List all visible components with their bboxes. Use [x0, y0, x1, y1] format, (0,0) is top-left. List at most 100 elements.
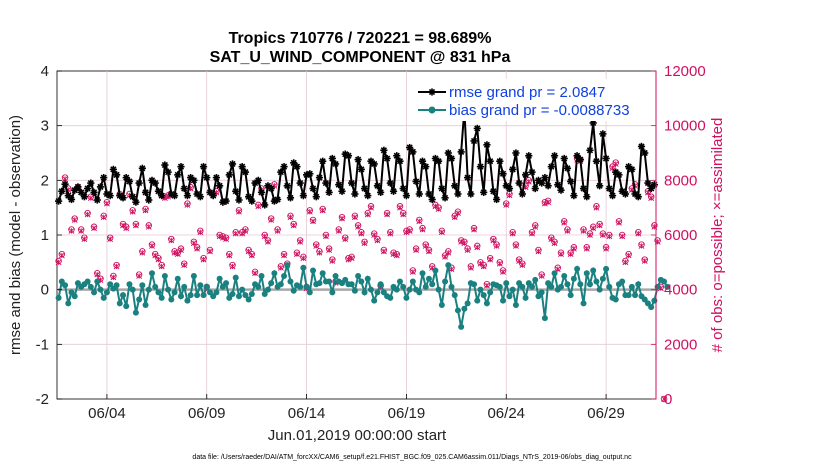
bias-point	[248, 291, 255, 298]
star-stroke	[644, 179, 652, 187]
obs-assimilated-point	[612, 161, 619, 167]
bias-point	[367, 286, 374, 293]
legend-box	[414, 79, 636, 121]
obs-assimilated-point	[81, 236, 88, 243]
obs-assimilated-point	[541, 200, 548, 207]
y-right-tick-label: 2000	[664, 336, 697, 353]
bias-point	[316, 280, 323, 287]
y-right-tick-label: 10000	[664, 118, 706, 135]
bias-point	[364, 275, 371, 282]
y-right-tick-label: 8000	[664, 172, 697, 189]
star-stroke	[509, 166, 516, 173]
star-stroke	[615, 171, 623, 178]
bias-point	[596, 286, 603, 293]
bias-point	[632, 292, 639, 299]
obs-assimilated-point	[245, 248, 252, 255]
rmse-point	[393, 152, 401, 160]
obs-assimilated-point	[168, 237, 175, 244]
obs-assimilated-point	[567, 251, 574, 258]
bias-point	[177, 293, 184, 300]
bias-point	[432, 267, 439, 274]
obs-assimilated-point	[532, 223, 539, 230]
rmse-point	[644, 179, 652, 187]
rmse-point	[383, 154, 391, 163]
star-stroke	[383, 155, 391, 162]
obs-assimilated-point	[84, 211, 91, 218]
obs-assimilated-point	[194, 245, 201, 252]
rmse-point	[528, 168, 536, 176]
rmse-point	[483, 141, 491, 149]
star-stroke	[580, 185, 587, 192]
y-tick-label: 4	[41, 63, 49, 80]
obs-assimilated-point	[590, 225, 597, 232]
obs-assimilated-point	[599, 232, 606, 238]
obs-assimilated-point	[236, 208, 242, 215]
star-stroke	[428, 88, 436, 96]
rmse-point	[138, 164, 146, 172]
star-stroke	[164, 169, 172, 176]
bias-point	[91, 289, 98, 296]
bias-point	[377, 281, 384, 288]
rmse-point	[412, 177, 420, 186]
bias-point	[107, 281, 114, 288]
rmse-point	[615, 171, 623, 179]
star-stroke	[374, 182, 381, 189]
bias-point	[429, 281, 436, 288]
bias-point	[200, 292, 207, 299]
star-stroke	[432, 155, 439, 162]
obs-assimilated-point	[529, 230, 535, 237]
star-stroke	[590, 119, 597, 127]
bias-point	[406, 286, 413, 293]
rmse-point	[473, 124, 481, 132]
obs-assimilated-point	[345, 256, 352, 263]
star-stroke	[158, 192, 165, 199]
star-stroke	[548, 163, 555, 170]
bias-point	[664, 283, 671, 290]
star-stroke	[422, 163, 429, 170]
rmse-point	[579, 184, 588, 193]
star-stroke	[490, 188, 497, 195]
bias-point	[519, 283, 526, 290]
star-stroke	[522, 171, 529, 178]
bias-point	[400, 283, 407, 290]
star-stroke	[168, 190, 175, 198]
bias-point	[603, 265, 610, 272]
star-stroke	[239, 163, 246, 170]
obs-assimilated-point	[110, 274, 117, 281]
bias-point	[625, 292, 632, 299]
rmse-point	[592, 157, 601, 165]
rmse-point	[386, 179, 394, 187]
rmse-point	[364, 192, 372, 200]
star-stroke	[248, 197, 255, 205]
rmse-point	[309, 184, 317, 193]
obs-assimilated-point	[242, 227, 249, 234]
star-stroke	[345, 152, 352, 159]
star-stroke	[425, 190, 433, 198]
obs-assimilated-point	[648, 195, 655, 202]
series-layer	[55, 105, 671, 330]
bias-point	[403, 294, 410, 301]
star-stroke	[326, 189, 333, 196]
rmse-point	[90, 188, 98, 196]
bias-point	[87, 283, 94, 290]
rmse-point	[154, 187, 163, 195]
star-stroke	[406, 144, 413, 151]
star-stroke	[316, 174, 323, 181]
star-stroke	[470, 137, 478, 145]
star-stroke	[541, 174, 549, 181]
star-stroke	[338, 188, 346, 195]
rmse-point	[637, 142, 646, 151]
star-stroke	[371, 160, 378, 168]
obs-assimilated-point	[500, 268, 506, 275]
obs-assimilated-point	[178, 247, 184, 253]
rmse-point	[299, 192, 307, 200]
star-stroke	[187, 174, 194, 181]
star-stroke	[503, 182, 510, 189]
obs-assimilated-point	[368, 204, 374, 211]
star-stroke	[525, 152, 532, 159]
rmse-point	[512, 149, 520, 157]
star-stroke	[400, 185, 407, 192]
bias-point	[103, 289, 110, 296]
rmse-point	[377, 188, 385, 196]
rmse-point	[576, 155, 584, 164]
